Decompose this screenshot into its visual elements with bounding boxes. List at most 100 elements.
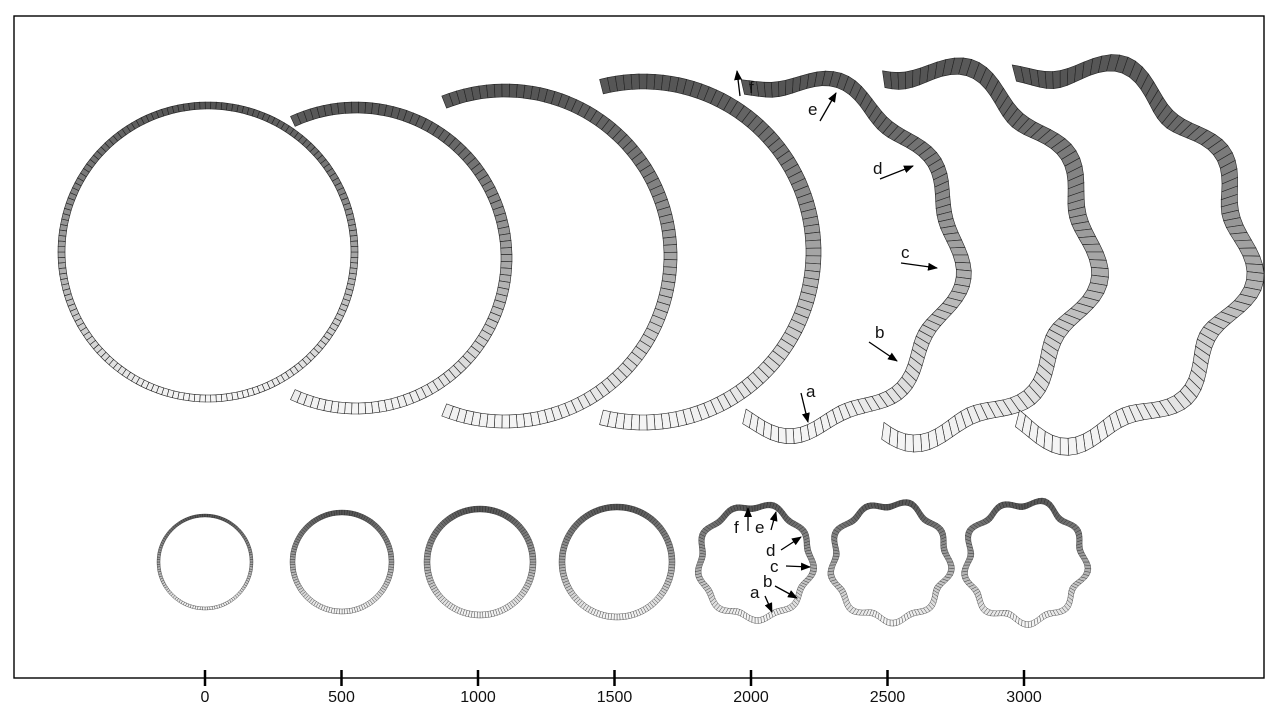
membrane-segment [646,73,656,90]
membrane-segment [289,559,296,563]
membrane-segment [742,408,753,429]
annotations-large: a b c d e f [734,70,938,423]
membrane-segment [58,262,67,269]
membrane-segment [529,561,537,566]
membrane-segment [423,558,431,563]
membrane-segment [501,414,510,429]
membrane-segment [806,555,815,560]
annotation-arrow-a [800,392,810,423]
membrane-segment [350,251,359,258]
membrane-segment [1021,502,1026,510]
membrane-segment [805,239,822,249]
annotation-arrow-small-a [764,595,773,613]
annotation-arrow-e [819,92,837,122]
annotation-arrow-small-d [780,536,802,551]
membrane-segment [1238,247,1261,257]
annotation-label-c: c [770,557,779,576]
membrane-segment [199,394,206,403]
membrane-segment [883,504,888,511]
membrane-segment [808,558,816,563]
membrane-segment [558,561,566,566]
membrane-segment [770,424,779,443]
membrane-segment [785,77,794,96]
small-shape-0 [156,513,254,611]
membrane-segment [290,389,302,403]
membrane-segment [1059,437,1070,456]
annotation-label-f: f [749,78,754,97]
axis-tick-label: 2000 [733,689,769,706]
membrane-segment [202,513,206,518]
membrane-segment [500,260,513,269]
small-shape-3000 [961,497,1092,628]
membrane-segment [785,428,795,444]
annotation-label-e: e [755,518,764,537]
membrane-segment [351,101,360,114]
membrane-segment [805,247,822,257]
annotation-label-a: a [806,382,816,401]
membrane-segment [57,256,66,264]
membrane-segment [610,503,615,511]
annotation-label-a: a [750,583,760,602]
membrane-segment [558,564,566,569]
annotation-label-f: f [734,518,739,537]
membrane-segment [339,509,343,516]
annotation-label-b: b [763,572,772,591]
membrane-segment [529,558,537,563]
membrane-segment [215,101,223,110]
small-shape-2500 [827,499,955,627]
time-axis: 0 500 1000 1500 2000 2500 3000 [201,670,1042,706]
membrane-segment [616,613,621,621]
membrane-segment [473,505,478,513]
axis-tick-label: 2500 [870,689,906,706]
membrane-segment [199,513,203,518]
small-shape-1500 [558,503,676,621]
membrane-segment [350,256,359,264]
membrane-segment [663,244,678,253]
membrane-segment [805,255,822,265]
large-shapes-row [57,54,1265,456]
axis-tick-label: 500 [328,689,355,706]
membrane-segment [204,606,208,611]
membrane-segment [638,73,648,90]
membrane-segment [57,240,66,248]
membrane-segment [804,231,821,242]
membrane-segment [662,236,677,246]
membrane-segment [515,413,526,428]
membrane-segment [476,505,481,513]
membrane-segment [668,555,676,560]
membrane-segment [423,564,431,569]
axis-tick-label: 1000 [460,689,496,706]
membrane-segment [1059,67,1069,89]
membrane-segment [529,555,537,560]
membrane-segment [156,564,161,568]
large-shape-3000 [1011,54,1265,456]
membrane-segment [202,606,206,611]
membrane-segment [204,101,212,110]
membrane-segment [493,414,503,429]
membrane-segment [350,240,359,248]
small-shapes-row [156,497,1092,628]
membrane-segment [653,413,664,430]
membrane-segment [946,239,966,249]
membrane-segment [358,402,367,415]
membrane-segment [364,401,374,415]
axis-tick-label: 1500 [597,689,633,706]
annotation-label-d: d [766,541,775,560]
membrane-segment [1051,434,1061,456]
membrane-segment [668,558,676,563]
axis-tick-label: 3000 [1006,689,1042,706]
membrane-segment [388,561,395,565]
membrane-segment [792,426,803,444]
membrane-segment [441,403,454,419]
membrane-segment [892,619,897,627]
membrane-segment [207,606,211,611]
membrane-segment [57,246,66,253]
membrane-segment [622,74,633,91]
membrane-segment [337,102,346,115]
membrane-segment [881,421,892,445]
membrane-segment [210,394,217,403]
small-shape-500 [289,509,395,615]
large-shape-1000 [441,83,678,429]
membrane-segment [289,561,296,565]
